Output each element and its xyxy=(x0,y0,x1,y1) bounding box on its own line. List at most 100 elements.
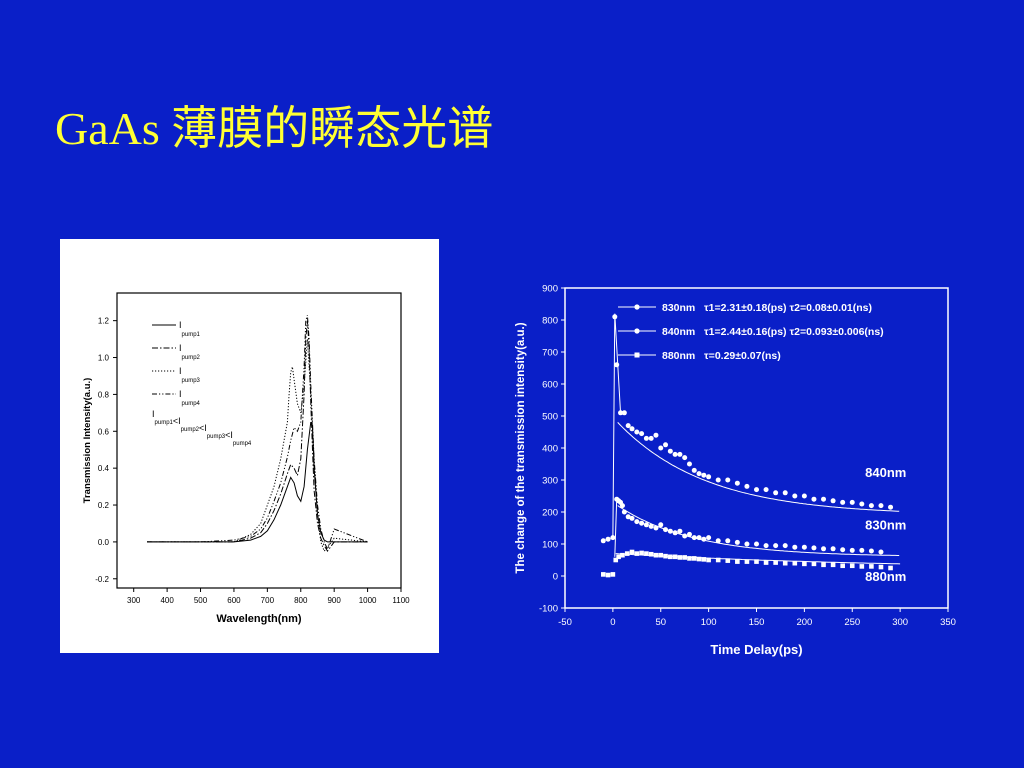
point-840-28 xyxy=(744,483,750,489)
fit-line-840nm xyxy=(617,422,900,512)
point-880-10 xyxy=(644,551,649,556)
left-chart-panel: 300 400 500 600 700 800 900 1000 1100 -0.2 0.0 0.2 0… xyxy=(60,239,439,653)
point-830-26 xyxy=(744,541,750,547)
point-880-40 xyxy=(869,564,874,569)
point-840-17 xyxy=(672,451,678,457)
x-tick-label-1: 400 xyxy=(160,596,174,605)
x-tick-label-4: 700 xyxy=(261,596,275,605)
point-880-33 xyxy=(802,561,807,567)
point-830-23 xyxy=(715,538,721,544)
point-840-27 xyxy=(734,480,740,486)
point-830-40 xyxy=(878,549,884,555)
point-880-19 xyxy=(687,556,692,561)
point-830-5 xyxy=(625,514,631,520)
point-830-13 xyxy=(663,527,669,533)
point-880-14 xyxy=(663,553,668,559)
point-840-41 xyxy=(868,503,874,509)
point-880-5 xyxy=(620,552,625,558)
point-840-8 xyxy=(629,426,635,432)
point-830-4 xyxy=(621,509,627,515)
point-880-8 xyxy=(634,551,640,556)
point-830-18 xyxy=(686,531,692,537)
y-tick-label-5: 0.8 xyxy=(98,390,110,399)
y-tick-label-6: 500 xyxy=(542,412,558,423)
point-830-22 xyxy=(706,535,712,541)
y-tick-label-3: 200 xyxy=(542,508,558,519)
legend-name-1: 830nm xyxy=(662,302,695,314)
point-830-8 xyxy=(639,520,645,526)
point-880-1 xyxy=(605,572,611,578)
point-880-27 xyxy=(744,559,750,564)
point-840-37 xyxy=(830,498,836,504)
point-830-6 xyxy=(629,515,635,521)
point-830-3 xyxy=(619,503,625,509)
x-tick-label-8: 350 xyxy=(940,617,956,628)
plot-frame xyxy=(116,292,402,589)
x-tick-label-4: 150 xyxy=(749,617,765,628)
legend-fit-2: τ1=2.44±0.16(ps) τ2=0.093±0.006(ns) xyxy=(704,326,884,338)
point-840-16 xyxy=(667,448,673,454)
point-880-6 xyxy=(624,551,630,556)
x-axis-label: Time Delay(ps) xyxy=(710,642,802,657)
x-axis-label: Wavelength(nm) xyxy=(216,613,301,625)
point-830-34 xyxy=(821,546,827,552)
point-880-3 xyxy=(613,557,619,563)
point-880-15 xyxy=(668,554,673,560)
point-830-7 xyxy=(634,519,640,525)
point-840-5 xyxy=(618,410,624,416)
point-840-12 xyxy=(648,435,654,441)
series-label-3: 880nm xyxy=(865,569,906,584)
point-840-18 xyxy=(677,451,683,457)
series-label-2: 830nm xyxy=(865,518,906,533)
point-880-36 xyxy=(830,562,836,568)
point-830-20 xyxy=(696,535,702,541)
point-880-9 xyxy=(639,550,644,556)
point-840-1 xyxy=(605,536,611,542)
legend-relation: Ipump1<Ipump2<Ipump3<Ipump4 xyxy=(152,409,252,447)
point-880-35 xyxy=(821,562,826,568)
point-830-19 xyxy=(691,535,697,541)
y-axis-label: Transmission Intensity(a.u.) xyxy=(82,378,93,504)
y-tick-label-4: 300 xyxy=(542,476,558,487)
point-880-25 xyxy=(725,558,731,563)
x-tick-label-7: 1000 xyxy=(359,596,377,605)
point-840-7 xyxy=(625,423,631,429)
series-line-pump1 xyxy=(147,421,368,543)
point-880-31 xyxy=(782,560,788,566)
x-tick-label-3: 600 xyxy=(227,596,241,605)
point-830-29 xyxy=(773,543,779,549)
x-tick-label-7: 300 xyxy=(892,617,908,628)
transmission-spectrum-chart: 300 400 500 600 700 800 900 1000 1100 -0.2 0.0 0.2 0… xyxy=(82,292,410,625)
point-840-22 xyxy=(696,471,702,477)
y-tick-label-8: 700 xyxy=(542,348,558,359)
x-tick-label-1: 0 xyxy=(610,617,615,628)
point-840-24 xyxy=(706,474,712,480)
point-840-13 xyxy=(653,432,659,438)
point-840-14 xyxy=(658,445,664,451)
legend-fit-1: τ1=2.31±0.18(ps) τ2=0.08±0.01(ns) xyxy=(704,302,872,314)
point-880-17 xyxy=(677,555,683,560)
legend-name-3: 880nm xyxy=(662,350,695,362)
point-840-6 xyxy=(621,410,627,416)
series-line-pump2 xyxy=(147,320,368,553)
point-880-37 xyxy=(840,563,845,569)
legend-marker-2 xyxy=(634,328,640,334)
point-840-25 xyxy=(715,477,721,483)
point-830-11 xyxy=(653,525,659,531)
point-880-11 xyxy=(648,551,654,557)
point-880-0 xyxy=(601,572,606,577)
point-830-38 xyxy=(859,547,865,553)
point-880-42 xyxy=(888,565,893,571)
point-880-26 xyxy=(735,559,740,564)
x-tick-label-5: 800 xyxy=(294,596,308,605)
point-880-32 xyxy=(792,560,798,566)
point-880-7 xyxy=(629,549,635,555)
y-tick-label-9: 800 xyxy=(542,316,558,327)
x-tick-label-5: 200 xyxy=(796,617,812,628)
point-840-3 xyxy=(612,314,618,320)
point-840-35 xyxy=(811,496,817,502)
point-830-36 xyxy=(840,547,846,553)
point-830-39 xyxy=(868,548,874,554)
point-830-35 xyxy=(830,546,836,552)
point-880-39 xyxy=(859,564,865,569)
